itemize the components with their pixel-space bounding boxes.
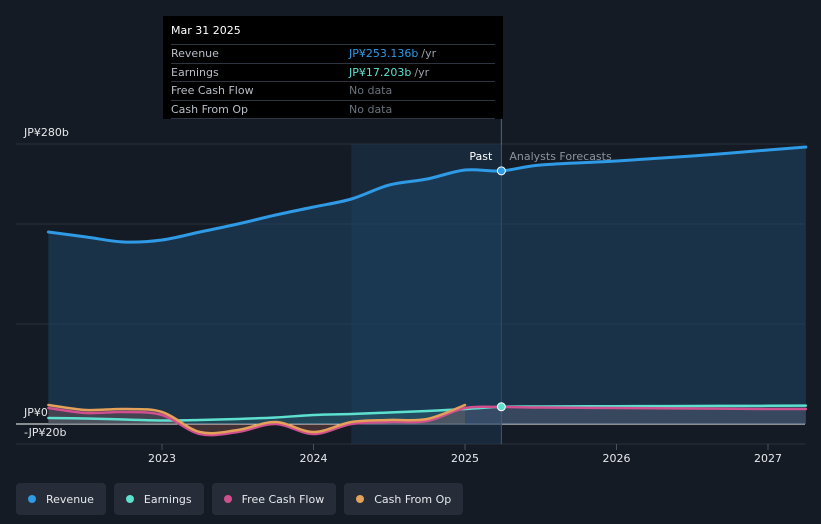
tooltip-label: Revenue: [171, 47, 219, 60]
tooltip-label: Earnings: [171, 65, 219, 79]
x-tick-label: 2025: [451, 452, 479, 465]
earnings-line: [47, 404, 808, 422]
y-axis-label-top: JP¥280b: [23, 126, 69, 139]
tooltip-row-revenue: Revenue JP¥253.136b /yr: [171, 44, 495, 63]
legend-item-free-cash-flow[interactable]: Free Cash Flow: [211, 483, 337, 515]
tooltip-row-free-cash-flow: Free Cash Flow No data: [171, 81, 495, 100]
data-tooltip: Mar 31 2025 Revenue JP¥253.136b /yr Earn…: [163, 16, 503, 119]
legend-item-revenue[interactable]: Revenue: [16, 483, 106, 515]
x-tick-label: 2026: [603, 452, 631, 465]
past-label: Past: [469, 150, 493, 163]
revenue-marker: [496, 166, 506, 176]
chart-legend: Revenue Earnings Free Cash Flow Cash Fro…: [16, 483, 464, 515]
free-cash-flow-dot-icon: [223, 495, 232, 503]
revenue-dot-icon: [28, 495, 36, 503]
revenue-line: [46, 145, 808, 244]
legend-label: Free Cash Flow: [241, 492, 325, 506]
legend-item-cash-from-op[interactable]: Cash From Op: [344, 483, 464, 515]
legend-label: Earnings: [143, 492, 192, 506]
tooltip-date: Mar 31 2025: [171, 24, 241, 37]
tooltip-label: Free Cash Flow: [171, 84, 254, 97]
legend-label: Revenue: [46, 492, 94, 506]
cash-from-op-dot-icon: [356, 495, 365, 503]
legend-item-earnings[interactable]: Earnings: [113, 483, 204, 515]
tooltip-row-earnings: Earnings JP¥17.203b /yr: [171, 62, 495, 82]
tooltip-value: No data: [349, 102, 393, 116]
tooltip-row-cash-from-op: Cash From Op No data: [171, 99, 495, 119]
legend-label: Cash From Op: [374, 492, 452, 506]
tooltip-label: Cash From Op: [171, 102, 249, 116]
earnings-dot-icon: [125, 495, 134, 503]
analysts-forecasts-label: Analysts Forecasts: [509, 150, 612, 163]
earnings-marker: [496, 402, 506, 412]
tooltip-value: No data: [349, 84, 393, 97]
x-tick-label: 2027: [754, 452, 782, 465]
free-cash-flow-line: [47, 405, 808, 437]
cash-from-op-line: [47, 403, 467, 435]
x-tick-label: 2024: [300, 452, 328, 465]
revenue-area: [48, 147, 806, 424]
y-axis-label-negative: -JP¥20b: [24, 426, 66, 439]
tooltip-unit: /yr: [414, 65, 430, 79]
y-axis-label-zero: JP¥0: [23, 406, 48, 419]
tooltip-value: JP¥253.136b: [349, 47, 419, 60]
tooltip-value: JP¥17.203b: [349, 65, 412, 79]
free-cash-flow-area: [48, 406, 806, 436]
tooltip-unit: /yr: [421, 47, 437, 60]
x-tick-label: 2023: [148, 452, 176, 465]
